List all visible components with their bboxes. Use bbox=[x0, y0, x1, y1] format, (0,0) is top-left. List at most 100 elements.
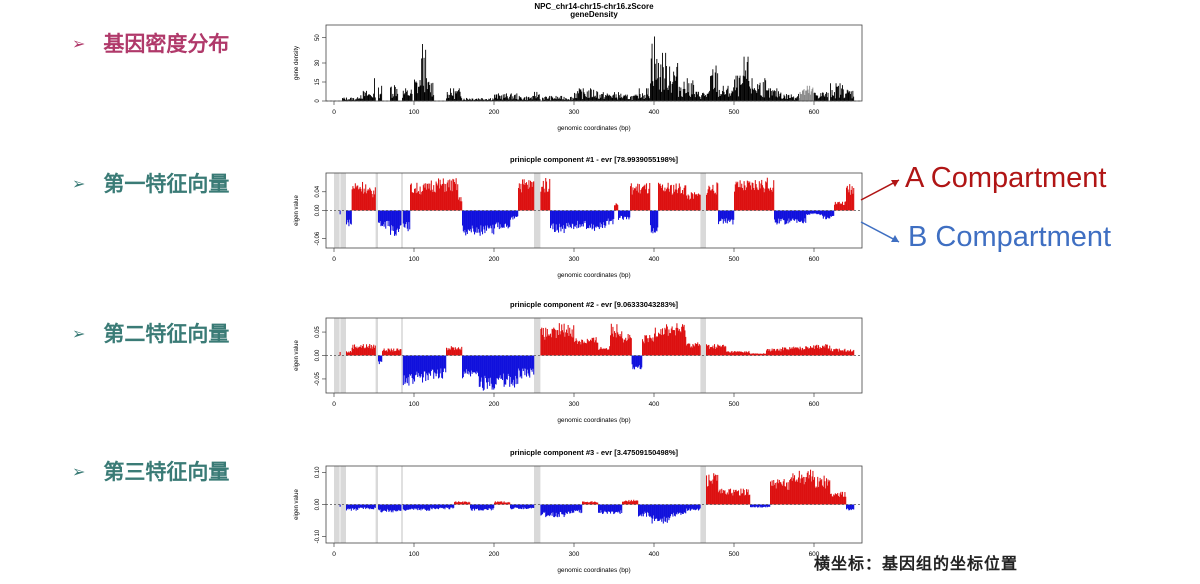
bar bbox=[741, 351, 743, 356]
bar bbox=[771, 191, 773, 211]
bar bbox=[478, 99, 480, 101]
bar bbox=[698, 96, 700, 101]
bar bbox=[473, 504, 475, 509]
bar bbox=[824, 347, 826, 356]
bar bbox=[722, 210, 724, 224]
bar bbox=[742, 352, 744, 356]
bar bbox=[626, 340, 628, 356]
bar bbox=[461, 201, 463, 211]
bar bbox=[585, 342, 587, 356]
bar bbox=[366, 193, 368, 211]
bar bbox=[646, 338, 648, 356]
bar bbox=[366, 504, 368, 509]
bar bbox=[567, 325, 569, 356]
bar bbox=[633, 355, 635, 368]
bar bbox=[374, 194, 376, 211]
bar bbox=[354, 504, 356, 510]
bar bbox=[678, 329, 680, 356]
bar bbox=[388, 348, 390, 356]
bar bbox=[602, 504, 604, 514]
bar bbox=[709, 90, 711, 101]
bar bbox=[790, 348, 792, 356]
bar bbox=[451, 191, 453, 211]
bar bbox=[606, 349, 608, 356]
bar bbox=[653, 210, 655, 229]
bar bbox=[824, 481, 826, 505]
bar bbox=[744, 76, 746, 101]
bar bbox=[709, 348, 711, 356]
bar bbox=[762, 97, 763, 101]
bar bbox=[478, 355, 480, 387]
bar bbox=[689, 343, 691, 356]
bar bbox=[385, 210, 387, 229]
bar bbox=[372, 504, 374, 510]
pc1-label: 第一特征向量 bbox=[103, 172, 230, 196]
bar bbox=[800, 210, 802, 222]
bar bbox=[457, 91, 459, 101]
bar bbox=[558, 504, 560, 517]
bar bbox=[712, 479, 714, 505]
bar bbox=[606, 210, 608, 221]
bar bbox=[846, 185, 848, 211]
bar bbox=[565, 504, 567, 513]
bar bbox=[782, 485, 784, 505]
bar bbox=[772, 187, 774, 211]
bar bbox=[743, 56, 745, 101]
bar bbox=[494, 501, 496, 505]
bar bbox=[355, 348, 357, 356]
bar bbox=[801, 210, 803, 221]
bar bbox=[723, 210, 725, 219]
bar bbox=[853, 504, 855, 510]
bar bbox=[498, 355, 500, 380]
bar bbox=[466, 97, 467, 101]
bar bbox=[521, 98, 523, 101]
bar bbox=[396, 504, 398, 511]
bar bbox=[633, 190, 635, 211]
bar bbox=[722, 85, 724, 101]
bar bbox=[811, 89, 813, 101]
bar bbox=[544, 192, 546, 211]
bar bbox=[836, 494, 838, 505]
bar bbox=[744, 495, 746, 505]
bar bbox=[623, 339, 625, 356]
bar bbox=[454, 91, 456, 101]
bar bbox=[566, 210, 568, 224]
bar bbox=[486, 99, 487, 101]
bar bbox=[627, 501, 629, 505]
bar bbox=[662, 190, 664, 211]
bar bbox=[845, 93, 847, 101]
bar bbox=[636, 94, 638, 101]
bar bbox=[405, 355, 407, 383]
bar bbox=[346, 97, 347, 101]
bar bbox=[470, 504, 472, 511]
bar bbox=[348, 99, 350, 101]
bar bbox=[809, 85, 811, 101]
bar bbox=[659, 183, 661, 211]
bar bbox=[778, 479, 780, 505]
bar bbox=[668, 188, 670, 211]
bar bbox=[754, 504, 756, 508]
bar bbox=[498, 501, 500, 505]
bar bbox=[374, 345, 376, 356]
bar bbox=[793, 478, 795, 505]
bar bbox=[461, 346, 463, 356]
bar bbox=[399, 210, 401, 226]
bar bbox=[647, 504, 649, 513]
bar bbox=[732, 495, 734, 505]
bar bbox=[773, 180, 775, 211]
bar bbox=[404, 93, 406, 101]
bar bbox=[756, 353, 758, 356]
bar bbox=[576, 210, 578, 229]
bar bbox=[348, 504, 350, 510]
bar bbox=[566, 504, 568, 514]
bar bbox=[775, 488, 777, 505]
bar bbox=[654, 210, 656, 233]
bar bbox=[358, 189, 360, 211]
bar bbox=[794, 210, 796, 220]
bar bbox=[642, 339, 644, 356]
bar bbox=[473, 355, 475, 373]
bar bbox=[802, 476, 804, 505]
bar bbox=[734, 351, 736, 356]
bar bbox=[518, 99, 519, 101]
x-tick-label: 0 bbox=[332, 551, 336, 558]
